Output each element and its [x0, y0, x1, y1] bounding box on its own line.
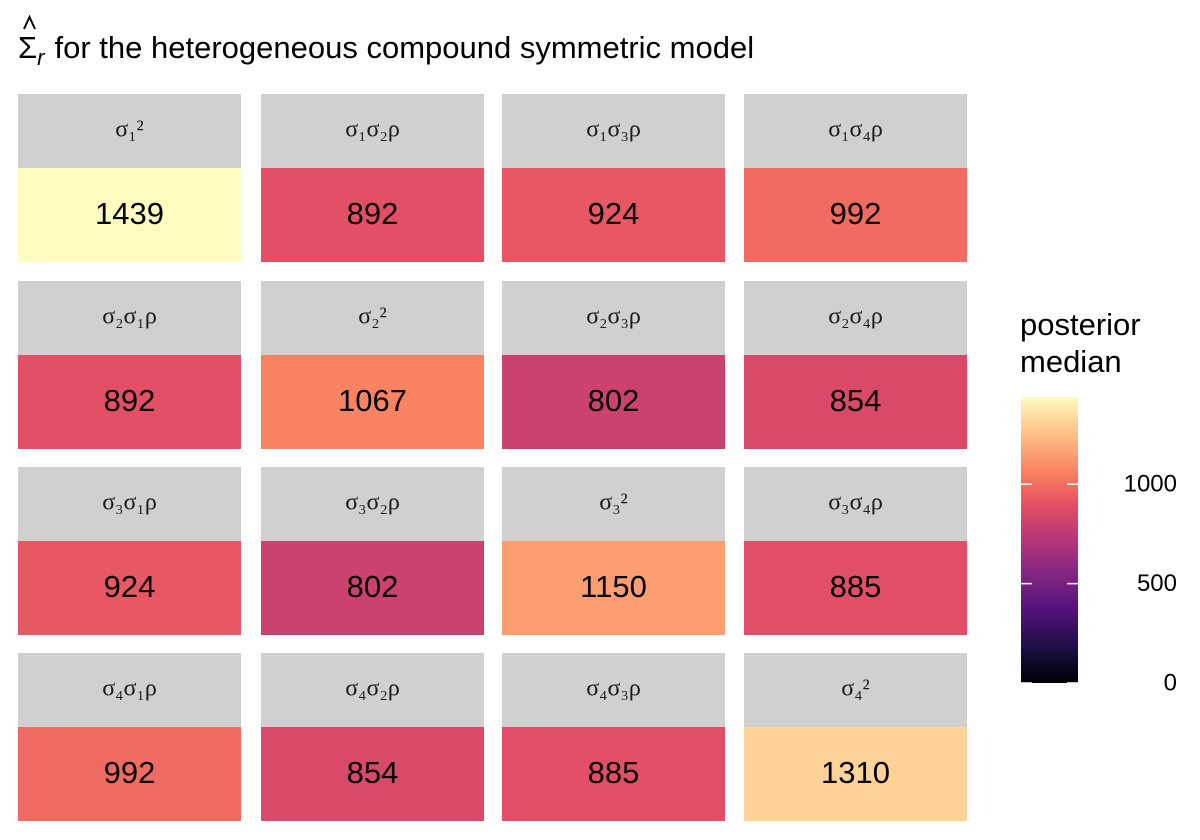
- tile-label: 892: [347, 196, 399, 231]
- tile: [502, 355, 725, 449]
- facet-strip: [18, 281, 241, 355]
- facet-label: σ₂σ₃ρ: [586, 304, 641, 330]
- tile-label: 854: [347, 755, 399, 790]
- facet-label: σ₃σ₄ρ: [828, 490, 883, 516]
- facet-strip: [261, 281, 484, 355]
- chart-title: Σr for the heterogeneous compound symmetr…: [18, 30, 754, 70]
- tile: [261, 168, 484, 262]
- colorbar-tick-label: 500: [1137, 570, 1177, 597]
- tile-label: 892: [104, 383, 156, 418]
- hat-accent: [23, 14, 36, 30]
- facet-label: σ₃σ₁ρ: [102, 490, 157, 516]
- title-symbol: Σ: [18, 30, 37, 65]
- facet-label: σ₂²: [358, 304, 387, 330]
- facet-strip: [18, 94, 241, 168]
- tile-label: 1439: [95, 196, 164, 231]
- tile: [18, 355, 241, 449]
- tile-label: 802: [347, 569, 399, 604]
- tile-label: 885: [830, 569, 882, 604]
- tile: [261, 355, 484, 449]
- facet-label: σ₂σ₁ρ: [102, 304, 157, 330]
- facet-strip: [744, 467, 967, 541]
- facet-label: σ₄²: [841, 676, 870, 702]
- facet-label: σ₁σ₄ρ: [828, 117, 883, 143]
- tile-label: 924: [588, 196, 640, 231]
- facet-strip: [261, 653, 484, 727]
- tile-label: 1067: [338, 383, 407, 418]
- tile: [744, 727, 967, 821]
- facet-strip: [18, 467, 241, 541]
- facet-strip: [502, 653, 725, 727]
- title-subscript: r: [37, 45, 46, 70]
- tile-label: 992: [104, 755, 156, 790]
- facet-label: σ₄σ₃ρ: [586, 676, 641, 702]
- tile-label: 992: [830, 196, 882, 231]
- facet-label: σ₃σ₂ρ: [345, 490, 400, 516]
- facet-label: σ₃²: [599, 490, 628, 516]
- facet-strip: [502, 467, 725, 541]
- facet-strip: [502, 281, 725, 355]
- facet-label: σ₄σ₂ρ: [345, 676, 400, 702]
- facet-label: σ₄σ₁ρ: [102, 676, 157, 702]
- facet-label: σ₁σ₂ρ: [345, 117, 400, 143]
- tile: [261, 727, 484, 821]
- facet-strip: [261, 94, 484, 168]
- colorbar-tick-label: 0: [1164, 669, 1177, 696]
- facet-strip: [261, 467, 484, 541]
- facet-label: σ₁σ₃ρ: [586, 117, 641, 143]
- tile: [18, 727, 241, 821]
- tile: [502, 168, 725, 262]
- tile: [261, 541, 484, 635]
- tile-label: 924: [104, 569, 156, 604]
- tile-label: 802: [588, 383, 640, 418]
- tile-label: 1150: [580, 569, 647, 604]
- facet-strip: [502, 94, 725, 168]
- tile: [744, 541, 967, 635]
- tile-label: 885: [588, 755, 640, 790]
- facet-strip: [744, 653, 967, 727]
- facet-label: σ₁²: [115, 117, 144, 143]
- tile: [744, 168, 967, 262]
- facet-strip: [744, 281, 967, 355]
- facet-strip: [18, 653, 241, 727]
- facet-label: σ₂σ₄ρ: [828, 304, 883, 330]
- tile: [502, 541, 725, 635]
- tile-label: 854: [830, 383, 882, 418]
- legend-title: posterior median: [1020, 307, 1141, 379]
- title-text: for the heterogeneous compound symmetric…: [55, 30, 755, 65]
- tile: [502, 727, 725, 821]
- tile: [18, 541, 241, 635]
- tile: [744, 355, 967, 449]
- colorbar: [1021, 397, 1078, 683]
- tile: [18, 168, 241, 262]
- facet-strip: [744, 94, 967, 168]
- tile-label: 1310: [821, 755, 890, 790]
- colorbar-tick-label: 1000: [1124, 471, 1177, 498]
